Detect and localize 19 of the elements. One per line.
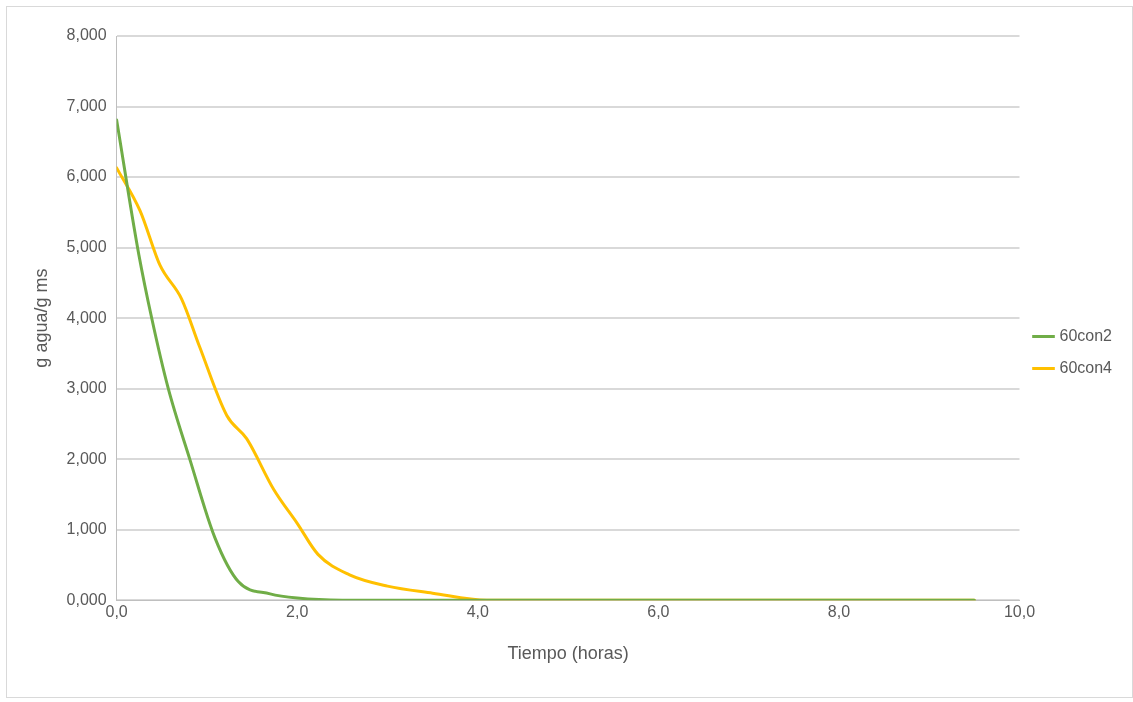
y-tick-label: 4,000 — [66, 308, 107, 326]
x-tick-label: 2,0 — [286, 603, 309, 621]
y-tick-label: 1,000 — [66, 520, 107, 538]
x-tick-label: 6,0 — [647, 603, 670, 621]
x-tick-label: 10,0 — [1003, 603, 1036, 621]
legend-label: 60con4 — [1059, 358, 1113, 376]
y-tick-label: 7,000 — [66, 96, 107, 114]
y-tick-label: 3,000 — [66, 379, 107, 397]
y-tick-label: 2,000 — [66, 449, 107, 467]
y-tick-label: 8,000 — [66, 26, 107, 44]
x-tick-label: 4,0 — [466, 603, 490, 621]
x-axis-title: Tiempo (horas) — [507, 643, 629, 664]
y-tick-label: 5,000 — [66, 237, 107, 255]
y-tick-label: 0,000 — [66, 590, 107, 608]
legend-label: 60con2 — [1059, 326, 1113, 344]
x-tick-label: 8,0 — [827, 603, 851, 621]
y-tick-label: 6,000 — [66, 167, 107, 185]
y-axis-title: g agua/g ms — [30, 268, 51, 368]
x-tick-label: 0,0 — [105, 603, 128, 621]
